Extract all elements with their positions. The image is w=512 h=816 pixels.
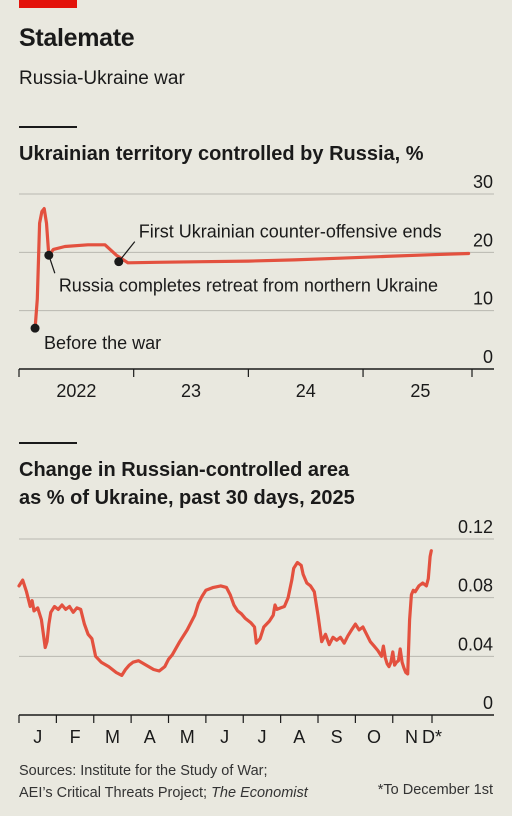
source-line2-text: AEI’s Critical Threats Project;	[19, 785, 212, 801]
change-ytick-label: 0.08	[458, 576, 493, 596]
change-ytick-label: 0.12	[458, 517, 493, 537]
economist-red-tag	[19, 0, 77, 8]
page-title: Stalemate	[19, 24, 135, 52]
source-line2: AEI’s Critical Threats Project; The Econ…	[19, 782, 308, 804]
territory-chart: 0 10 20 30 2022 23 24 25 Before the war Russia co…	[18, 172, 494, 401]
territory-annotation-label: Russia completes retreat from northern U…	[59, 275, 438, 295]
page-subtitle: Russia-Ukraine war	[19, 68, 185, 89]
territory-annotation-dot	[30, 323, 40, 333]
territory-ytick-label: 10	[473, 289, 493, 309]
source-line1: Sources: Institute for the Study of War;	[19, 763, 268, 779]
territory-xtick-label: 25	[410, 381, 430, 401]
territory-annotation-label: First Ukrainian counter-offensive ends	[139, 222, 442, 242]
chart2-rule	[19, 442, 77, 444]
territory-xtick-label: 23	[181, 381, 201, 401]
territory-xtick-label: 2022	[56, 381, 96, 401]
sources: Sources: Institute for the Study of War;…	[19, 760, 308, 804]
territory-series-line	[33, 207, 471, 330]
change-xtick-label: S	[331, 727, 343, 747]
chart2-title-line2: as % of Ukraine, past 30 days, 2025	[19, 487, 355, 509]
chart2-title-line1: Change in Russian-controlled area	[19, 459, 350, 481]
footnote: *To December 1st	[377, 782, 493, 798]
chart1-title: Ukrainian territory controlled by Russia…	[19, 143, 424, 165]
territory-ytick-label: 30	[473, 172, 493, 192]
change-xtick-label: A	[144, 727, 156, 747]
change-xtick-label: A	[293, 727, 305, 747]
change-xtick-label: O	[367, 727, 381, 747]
change-xtick-label: M	[180, 727, 195, 747]
change-xtick-label: F	[70, 727, 81, 747]
territory-ytick-label: 20	[473, 230, 493, 250]
change-ytick-label: 0.04	[458, 634, 493, 654]
chart2-title: Change in Russian-controlled area as % o…	[19, 456, 355, 512]
territory-xtick-label: 24	[296, 381, 316, 401]
change-ytick-label: 0	[483, 693, 493, 713]
territory-ytick-label: 0	[483, 347, 493, 367]
territory-annotation-label: Before the war	[44, 333, 161, 353]
change-xtick-label: N	[405, 727, 418, 747]
change-xtick-label: J	[257, 727, 266, 747]
change-xtick-label: M	[105, 727, 120, 747]
change-xtick-label: D*	[422, 727, 442, 747]
change-xtick-label: J	[220, 727, 229, 747]
change-xtick-label: J	[33, 727, 42, 747]
territory-annotation-leader	[48, 255, 56, 274]
chart1-rule	[19, 126, 77, 128]
source-line2-publication: The Economist	[211, 785, 308, 801]
territory-annotation-leader	[118, 241, 136, 263]
change-series-line	[17, 549, 433, 677]
